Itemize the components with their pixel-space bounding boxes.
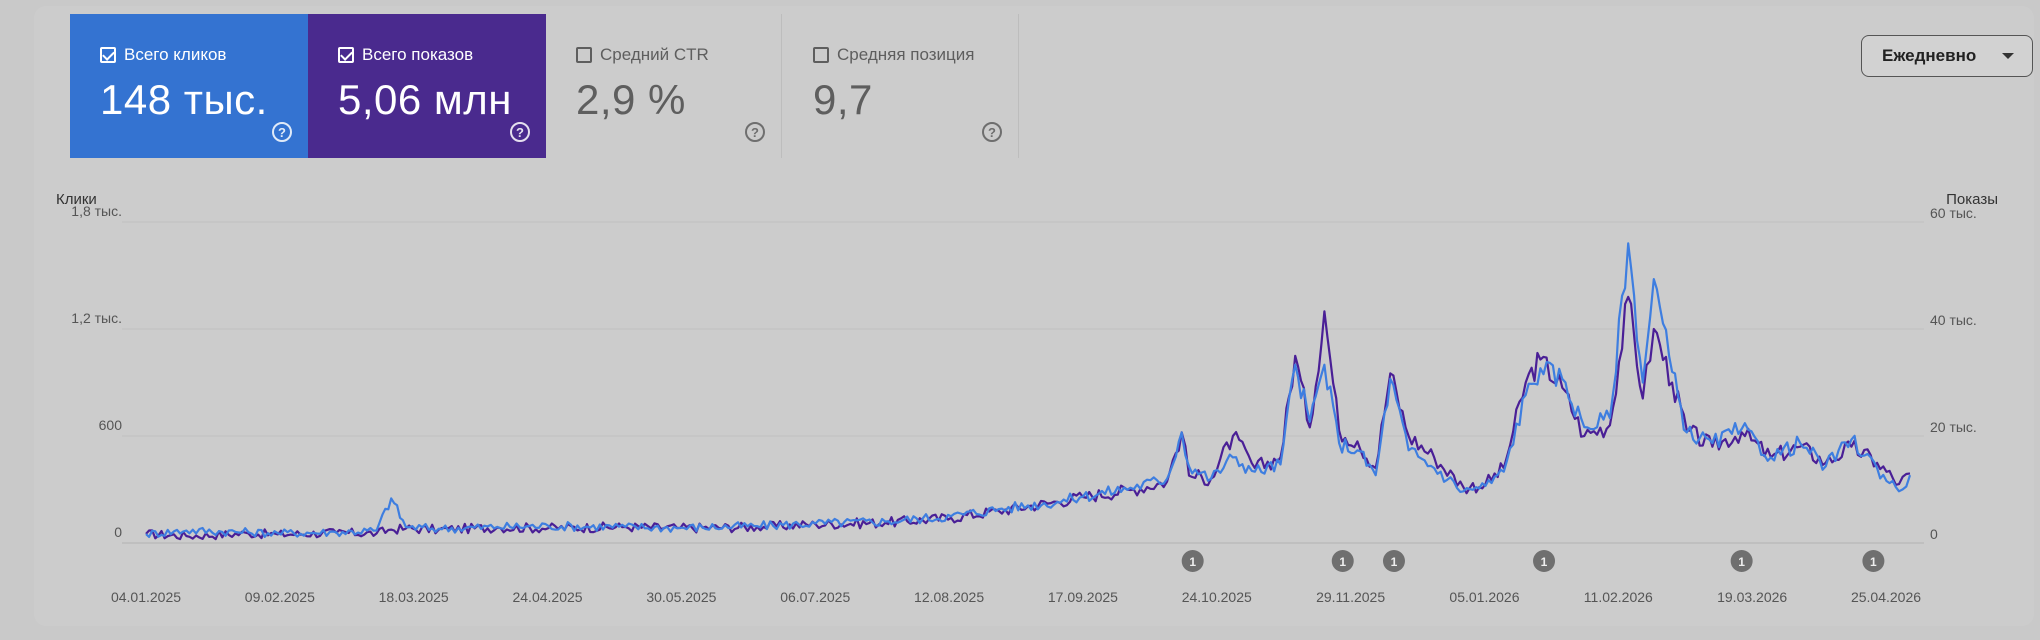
annotation-marker[interactable]: 1 bbox=[1862, 550, 1885, 572]
left-axis: Клики 0 600 1,2 тыс. 1,8 тыс. bbox=[56, 191, 122, 540]
right-tick-label: 60 тыс. bbox=[1930, 205, 1977, 221]
chart-annotations: 1 1 1 1 1 1 bbox=[1181, 550, 1885, 572]
annotation-label: 1 bbox=[1738, 555, 1745, 569]
left-tick-label: 600 bbox=[99, 417, 123, 433]
x-tick-label: 06.07.2025 bbox=[780, 589, 850, 605]
checkbox-icon[interactable] bbox=[576, 47, 592, 63]
right-tick-label: 40 тыс. bbox=[1930, 312, 1977, 328]
metric-label: Средняя позиция bbox=[837, 45, 975, 64]
annotation-label: 1 bbox=[1870, 555, 1877, 569]
checkbox-icon[interactable] bbox=[338, 47, 354, 63]
left-tick-label: 1,2 тыс. bbox=[71, 310, 122, 326]
chart-lines bbox=[145, 242, 1912, 541]
granularity-dropdown[interactable]: Ежедневно bbox=[1861, 35, 2033, 77]
annotation-circle bbox=[1181, 550, 1204, 572]
impressions-series-line bbox=[145, 295, 1911, 541]
annotation-label: 1 bbox=[1189, 555, 1196, 569]
annotation-circle bbox=[1331, 550, 1354, 572]
granularity-selected: Ежедневно bbox=[1882, 46, 1977, 65]
x-tick-label: 30.05.2025 bbox=[646, 589, 716, 605]
annotation-label: 1 bbox=[1541, 555, 1548, 569]
checkbox-icon[interactable] bbox=[813, 47, 829, 63]
x-tick-label: 24.04.2025 bbox=[512, 589, 582, 605]
x-tick-label: 05.01.2026 bbox=[1449, 589, 1519, 605]
x-tick-label: 18.03.2025 bbox=[379, 589, 449, 605]
metric-card-position[interactable]: Средняя позиция 9,7 ? bbox=[783, 14, 1019, 158]
annotation-circle bbox=[1730, 550, 1753, 572]
x-tick-label: 04.01.2025 bbox=[111, 589, 181, 605]
metric-label: Всего показов bbox=[362, 45, 474, 64]
left-tick-label: 0 bbox=[114, 524, 122, 540]
x-tick-label: 29.11.2025 bbox=[1316, 589, 1385, 605]
metric-label: Средний CTR bbox=[600, 45, 709, 64]
metric-value: 148 тыс. bbox=[100, 76, 268, 123]
annotation-circle bbox=[1533, 550, 1556, 572]
metric-label: Всего кликов bbox=[124, 45, 227, 64]
annotation-marker[interactable]: 1 bbox=[1730, 550, 1753, 572]
x-axis: 04.01.2025 09.02.2025 18.03.2025 24.04.2025… bbox=[111, 589, 1921, 605]
x-tick-label: 17.09.2025 bbox=[1048, 589, 1118, 605]
x-tick-label: 09.02.2025 bbox=[245, 589, 315, 605]
help-icon[interactable]: ? bbox=[510, 122, 530, 142]
metric-value: 5,06 млн bbox=[338, 76, 512, 123]
metric-card-impressions[interactable]: Всего показов 5,06 млн ? bbox=[308, 14, 546, 158]
annotation-circle bbox=[1382, 550, 1405, 572]
metric-card-ctr[interactable]: Средний CTR 2,9 % ? bbox=[546, 14, 782, 158]
help-icon[interactable]: ? bbox=[272, 122, 292, 142]
left-tick-label: 1,8 тыс. bbox=[71, 203, 122, 219]
annotation-marker[interactable]: 1 bbox=[1331, 550, 1354, 572]
right-tick-label: 0 bbox=[1930, 526, 1938, 542]
annotation-marker[interactable]: 1 bbox=[1382, 550, 1405, 572]
right-tick-label: 20 тыс. bbox=[1930, 419, 1977, 435]
checkbox-icon[interactable] bbox=[100, 47, 116, 63]
x-tick-label: 24.10.2025 bbox=[1182, 589, 1252, 605]
annotation-circle bbox=[1862, 550, 1885, 572]
x-tick-label: 25.04.2026 bbox=[1851, 589, 1921, 605]
help-icon[interactable]: ? bbox=[982, 122, 1002, 142]
right-axis: Показы 0 20 тыс. 40 тыс. 60 тыс. bbox=[1930, 191, 1998, 542]
help-icon[interactable]: ? bbox=[745, 122, 765, 142]
right-axis-title: Показы bbox=[1946, 191, 1998, 208]
performance-panel: Всего кликов 148 тыс. ? Всего показов 5,… bbox=[34, 6, 2034, 626]
chevron-down-icon bbox=[2002, 53, 2014, 59]
annotation-marker[interactable]: 1 bbox=[1181, 550, 1204, 572]
annotation-label: 1 bbox=[1391, 555, 1398, 569]
clicks-series-line bbox=[145, 242, 1912, 538]
metric-value: 9,7 bbox=[813, 76, 873, 123]
x-tick-label: 19.03.2026 bbox=[1717, 589, 1787, 605]
performance-chart: Клики 0 600 1,2 тыс. 1,8 тыс. Показы 0 20 тыс.… bbox=[56, 191, 1998, 605]
x-tick-label: 11.02.2026 bbox=[1584, 589, 1653, 605]
chart-grid bbox=[122, 221, 1924, 544]
annotation-label: 1 bbox=[1339, 555, 1346, 569]
left-axis-title: Клики bbox=[56, 191, 97, 208]
annotation-marker[interactable]: 1 bbox=[1533, 550, 1556, 572]
metric-value: 2,9 % bbox=[576, 76, 686, 123]
x-tick-label: 12.08.2025 bbox=[914, 589, 984, 605]
metric-card-clicks[interactable]: Всего кликов 148 тыс. ? bbox=[70, 14, 308, 158]
